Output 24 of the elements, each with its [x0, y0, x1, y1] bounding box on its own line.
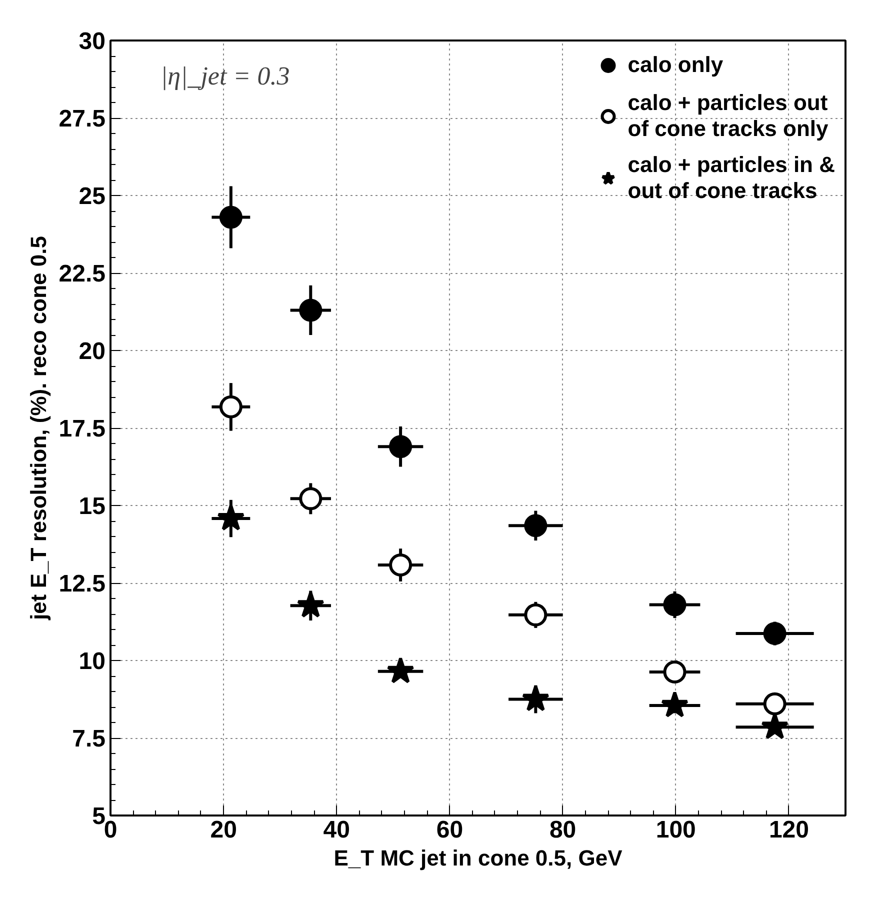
x-tick-label: 20	[210, 816, 237, 844]
y-tick-label: 5	[92, 803, 106, 830]
y-tick-label: 10	[78, 648, 106, 675]
y-tick-label: 25	[78, 183, 106, 210]
y-axis-title: jet E_T resolution, (%). reco cone 0.5	[26, 236, 51, 621]
y-tick-label: 12.5	[58, 570, 106, 598]
x-tick-label: 60	[436, 816, 464, 844]
x-tick-label: 120	[768, 816, 809, 844]
y-tick-label: 22.5	[58, 260, 106, 288]
legend-label: calo + particles in & out of cone tracks	[628, 152, 835, 204]
x-axis-title: E_T MC jet in cone 0.5, GeV	[334, 846, 623, 870]
annotation: |η|_jet = 0.3	[160, 62, 290, 90]
x-tick-label: 40	[323, 816, 350, 844]
y-tick-label: 15	[78, 493, 106, 520]
x-tick-label: 100	[656, 816, 696, 844]
legend-label: calo only	[628, 52, 724, 78]
x-tick-label: 0	[104, 816, 118, 844]
y-tick-label: 17.5	[58, 416, 106, 442]
y-tick-label: 30	[78, 28, 106, 55]
x-tick-label: 80	[549, 816, 576, 844]
y-tick-label: 20	[78, 338, 106, 365]
y-tick-label: 7.5	[72, 726, 106, 752]
y-tick-label: 27.5	[58, 106, 106, 132]
legend-label: calo + particles out of cone tracks only	[628, 90, 828, 142]
